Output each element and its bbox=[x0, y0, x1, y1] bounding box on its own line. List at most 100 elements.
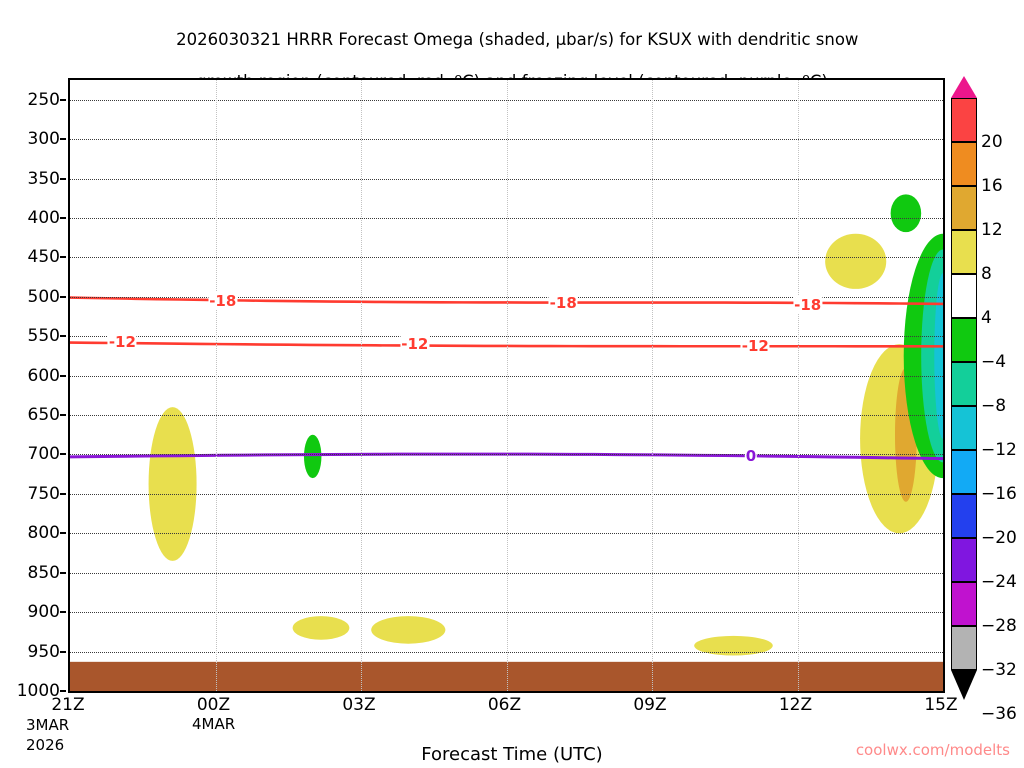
watermark: coolwx.com/modelts bbox=[855, 741, 1010, 759]
colorbar-tick-label: −4 bbox=[981, 352, 1007, 372]
y-axis-tick-label: 700 bbox=[27, 444, 60, 465]
colorbar-tick-label: −24 bbox=[981, 572, 1017, 592]
colorbar-tick-label: 8 bbox=[981, 264, 992, 284]
colorbar-segment bbox=[951, 450, 977, 494]
x-axis-tick-label: 03Z bbox=[342, 695, 376, 715]
contour-label: -12 bbox=[400, 335, 430, 354]
plot-area: -18 -18 -18 -12 -12 -12 0 bbox=[68, 78, 945, 693]
omega-shaded-region bbox=[148, 407, 197, 561]
colorbar-segment bbox=[951, 626, 977, 670]
x-axis-tick-label: 21Z bbox=[51, 695, 85, 715]
gridline-vertical bbox=[215, 80, 217, 691]
y-axis-tick-label: 800 bbox=[27, 523, 60, 544]
y-axis-tick-label: 400 bbox=[27, 207, 60, 228]
colorbar-segment bbox=[951, 274, 977, 318]
y-axis-tick-mark bbox=[60, 98, 66, 101]
y-axis-tick-mark bbox=[60, 453, 66, 456]
y-axis-tick-label: 650 bbox=[27, 405, 60, 426]
omega-shaded-region bbox=[371, 616, 446, 644]
y-axis-tick-mark bbox=[60, 295, 66, 298]
gridline-vertical bbox=[652, 80, 653, 691]
y-axis-tick-label: 600 bbox=[27, 365, 60, 386]
date-line-second: 4MAR bbox=[192, 715, 236, 733]
y-axis-tick-label: 900 bbox=[27, 602, 60, 623]
omega-shaded-region bbox=[934, 273, 943, 439]
x-axis: 21Z 00Z 03Z 06Z 09Z 12Z 15Z bbox=[51, 695, 957, 765]
title-line-1: 2026030321 HRRR Forecast Omega (shaded, … bbox=[176, 30, 859, 49]
y-axis-tick-mark bbox=[60, 374, 66, 377]
y-axis-tick-mark bbox=[60, 335, 66, 338]
y-axis-tick-mark bbox=[60, 571, 66, 574]
y-axis-tick-mark bbox=[60, 256, 66, 259]
colorbar-tick-label: 20 bbox=[981, 132, 1003, 152]
gridline-vertical bbox=[797, 80, 799, 691]
y-axis-tick-mark bbox=[60, 216, 66, 219]
x-axis-tick-label: 06Z bbox=[487, 695, 522, 715]
x-axis-tick-label: 00Z bbox=[196, 695, 231, 715]
colorbar-segment bbox=[951, 362, 977, 406]
colorbar-tick-label: 4 bbox=[981, 308, 992, 328]
colorbar-tick-label: 16 bbox=[981, 176, 1003, 196]
x-axis-tick-label: 09Z bbox=[633, 695, 667, 715]
colorbar-tick-label: −32 bbox=[981, 660, 1017, 680]
contour-label: -18 bbox=[548, 294, 578, 313]
y-axis-tick-label: 750 bbox=[27, 483, 60, 504]
colorbar-segment bbox=[951, 538, 977, 582]
gridline-vertical bbox=[506, 80, 508, 691]
colorbar-segment bbox=[951, 582, 977, 626]
y-axis-tick-mark bbox=[60, 177, 66, 180]
colorbar-tick-label: −12 bbox=[981, 440, 1017, 460]
colorbar-segment bbox=[951, 230, 977, 274]
colorbar-tick-label: −16 bbox=[981, 484, 1017, 504]
y-axis-tick-label: 850 bbox=[27, 562, 60, 583]
omega-shaded-region bbox=[694, 635, 773, 656]
y-axis-tick-mark bbox=[60, 611, 66, 614]
omega-shaded-region bbox=[825, 233, 887, 289]
omega-shaded-region bbox=[292, 616, 350, 640]
y-axis-tick-label: 300 bbox=[27, 129, 60, 150]
y-axis-tick-label: 550 bbox=[27, 326, 60, 347]
gridline-vertical bbox=[361, 80, 362, 691]
y-axis: 250 300 350 400 450 500 550 600 650 700 750 800 850 9… bbox=[0, 78, 66, 701]
colorbar-tick-label: −28 bbox=[981, 616, 1017, 636]
colorbar-segment bbox=[951, 494, 977, 538]
colorbar bbox=[951, 76, 977, 700]
colorbar-tick-label: −20 bbox=[981, 528, 1017, 548]
y-axis-tick-label: 250 bbox=[27, 89, 60, 110]
colorbar-tick-label: −36 bbox=[981, 704, 1017, 724]
y-axis-tick-label: 350 bbox=[27, 168, 60, 189]
colorbar-arrow-down bbox=[951, 670, 977, 700]
date-line-2: 2026 bbox=[26, 736, 65, 754]
colorbar-segment bbox=[951, 98, 977, 142]
y-axis-tick-mark bbox=[60, 414, 66, 417]
colorbar-segment bbox=[951, 186, 977, 230]
colorbar-segment bbox=[951, 318, 977, 362]
omega-shaded-region bbox=[303, 434, 322, 479]
y-axis-tick-mark bbox=[60, 532, 66, 535]
y-axis-tick-label: 500 bbox=[27, 286, 60, 307]
gridline-horizontal bbox=[70, 691, 943, 692]
y-axis-tick-label: 450 bbox=[27, 247, 60, 268]
x-axis-tick-label: 12Z bbox=[778, 695, 813, 715]
colorbar-labels: 20 16 12 8 4 −4 −8 −12 −16 −20 −24 −28 −32 −36 bbox=[981, 98, 1024, 724]
contour-label: -18 bbox=[793, 295, 823, 314]
y-axis-tick-mark bbox=[60, 650, 66, 653]
contour-label: -12 bbox=[107, 332, 137, 351]
colorbar-arrow-up bbox=[951, 76, 977, 98]
contour-label: -12 bbox=[740, 336, 770, 355]
colorbar-tick-label: 12 bbox=[981, 220, 1003, 240]
y-axis-tick-mark bbox=[60, 492, 66, 495]
x-axis-tick-label: 15Z bbox=[924, 695, 958, 715]
y-axis-tick-mark bbox=[60, 138, 66, 141]
x-axis-date-start: 3MAR 2026 bbox=[26, 695, 69, 755]
y-axis-tick-mark bbox=[60, 690, 66, 692]
colorbar-tick-label: −8 bbox=[981, 396, 1007, 416]
x-axis-title: Forecast Time (UTC) bbox=[421, 744, 603, 765]
contour-label: -18 bbox=[208, 291, 238, 310]
omega-shaded-region bbox=[890, 194, 922, 233]
colorbar-segment bbox=[951, 406, 977, 450]
colorbar-segment bbox=[951, 142, 977, 186]
date-line-1: 3MAR bbox=[26, 716, 70, 734]
contour-label: 0 bbox=[744, 447, 758, 466]
y-axis-tick-label: 1000 bbox=[16, 681, 60, 701]
